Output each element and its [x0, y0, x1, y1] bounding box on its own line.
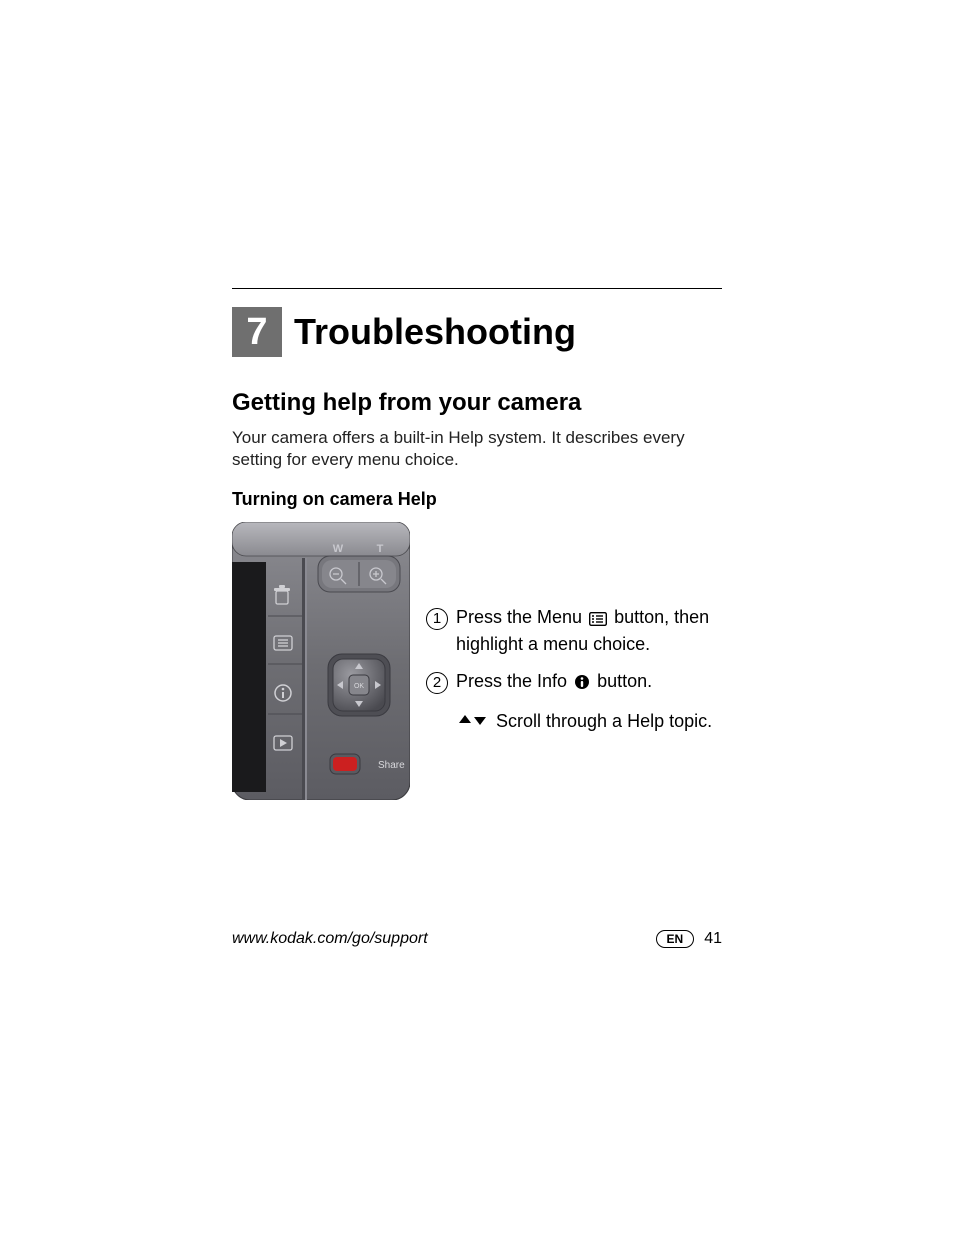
step-number-2: 2 [426, 672, 448, 694]
language-badge: EN [656, 930, 695, 948]
subsection-title: Turning on camera Help [232, 489, 722, 510]
step-1: 1 Press the Menu [426, 606, 722, 656]
section-title: Getting help from your camera [232, 389, 722, 417]
step2-before: Press the Info [456, 671, 572, 691]
chapter-title: Troubleshooting [294, 311, 576, 353]
step1-before: Press the Menu [456, 607, 587, 627]
help-row: W T [232, 522, 722, 800]
page-number: 41 [704, 930, 722, 948]
step-1-text: Press the Menu button, then highlig [456, 606, 722, 656]
page-footer: www.kodak.com/go/support EN 41 [232, 930, 722, 948]
zoom-t-label: T [377, 543, 384, 555]
chapter-heading: 7 Troubleshooting [232, 307, 722, 357]
up-down-arrows-icon [458, 710, 488, 733]
dpad: OK [328, 654, 390, 716]
step2-after: button. [597, 671, 652, 691]
footer-url: www.kodak.com/go/support [232, 930, 428, 948]
chapter-number-badge: 7 [232, 307, 282, 357]
scroll-instruction: Scroll through a Help topic. [456, 710, 722, 733]
step-2: 2 Press the Info button. [426, 670, 722, 696]
section-body: Your camera offers a built-in Help syste… [232, 427, 722, 471]
steps-column: 1 Press the Menu [426, 522, 722, 734]
step-2-text: Press the Info button. [456, 670, 652, 696]
svg-text:OK: OK [354, 683, 364, 690]
top-rule [232, 288, 722, 289]
svg-text:Share: Share [378, 760, 405, 771]
menu-list-icon [589, 609, 607, 632]
step-number-1: 1 [426, 608, 448, 630]
zoom-w-label: W [333, 543, 344, 555]
info-icon [574, 673, 590, 696]
scroll-text: Scroll through a Help topic. [496, 710, 712, 733]
camera-illustration: W T [232, 522, 410, 800]
